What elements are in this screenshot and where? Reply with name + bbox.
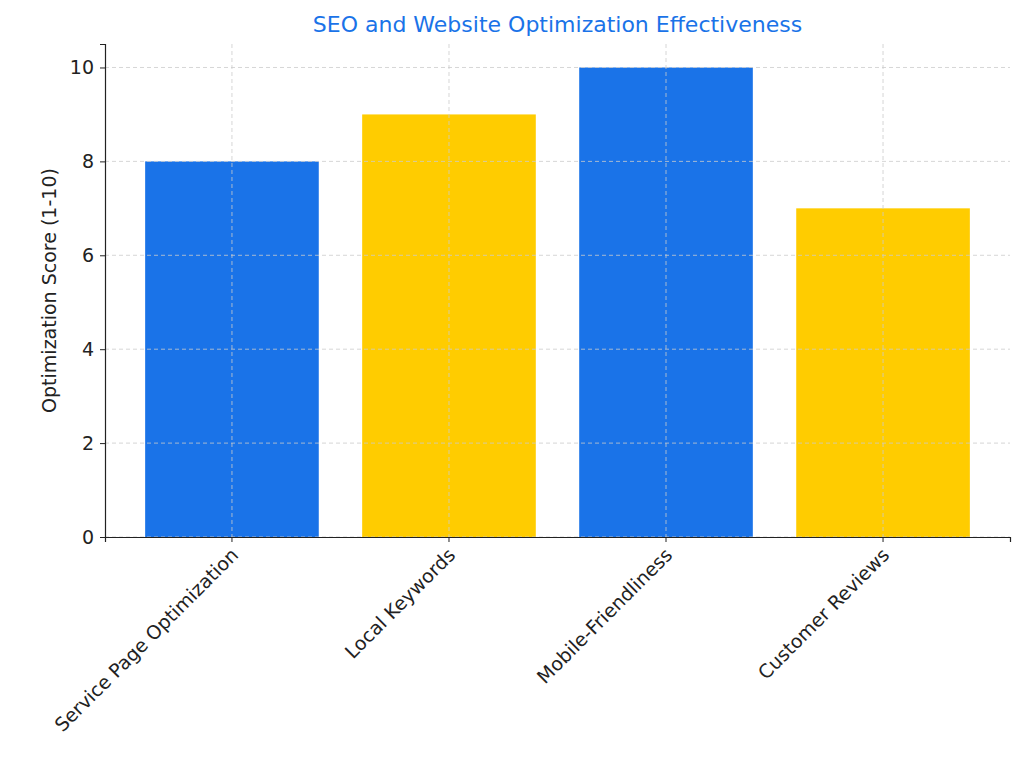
tick-label: 6 [82, 244, 94, 266]
tick: Service Page Optimization [50, 537, 242, 736]
grid-line [105, 67, 1010, 68]
title: SEO and Website Optimization Effectivene… [313, 12, 802, 37]
tick-mark [666, 537, 667, 542]
tick-label: 0 [82, 526, 94, 548]
tick-label: Mobile-Friendliness [532, 543, 676, 687]
grid-line [105, 161, 1010, 162]
tick-label: Customer Reviews [753, 543, 893, 683]
tick-label: 8 [82, 150, 94, 172]
tick: 4 [82, 338, 105, 360]
tick: 10 [70, 56, 105, 78]
tick-mark [883, 537, 884, 542]
y-axis: 0 2 4 6 8 10 [70, 45, 106, 548]
chart: 0 2 4 6 8 10 Service Page Optimization Local Ke… [0, 0, 1024, 775]
tick-label: 10 [70, 56, 94, 78]
y-axis-title: Optimization Score (1-10) [38, 168, 60, 413]
tick: 8 [82, 150, 105, 172]
tick-mark [231, 537, 232, 542]
tick-label: Local Keywords [340, 543, 459, 662]
grid-line [666, 44, 667, 537]
tick: Local Keywords [340, 537, 459, 662]
tick-mark [100, 349, 105, 350]
tick: Customer Reviews [753, 537, 893, 683]
axis-line [106, 538, 1011, 543]
grid-line [883, 44, 884, 537]
tick-label: 2 [82, 432, 94, 454]
x-axis: Service Page Optimization Local Keywords M… [50, 537, 1010, 736]
tick-mark [100, 255, 105, 256]
tick-mark [100, 537, 105, 538]
grid-line [105, 443, 1010, 444]
grid-line [105, 255, 1010, 256]
grid [105, 44, 1010, 537]
bars [145, 67, 970, 537]
tick-label: 4 [82, 338, 94, 360]
tick: 0 [82, 526, 105, 548]
tick-mark [448, 537, 449, 542]
tick: 2 [82, 432, 105, 454]
tick: Mobile-Friendliness [532, 537, 676, 687]
tick-mark [100, 67, 105, 68]
grid-line [105, 349, 1010, 350]
plot: 0 2 4 6 8 10 Service Page Optimization Local Ke… [50, 44, 1010, 736]
tick-label: Service Page Optimization [50, 543, 242, 735]
tick: 6 [82, 244, 105, 266]
grid-line [448, 44, 449, 537]
tick-mark [100, 161, 105, 162]
grid-line [231, 44, 232, 537]
axis-line [100, 45, 106, 538]
tick-mark [100, 443, 105, 444]
